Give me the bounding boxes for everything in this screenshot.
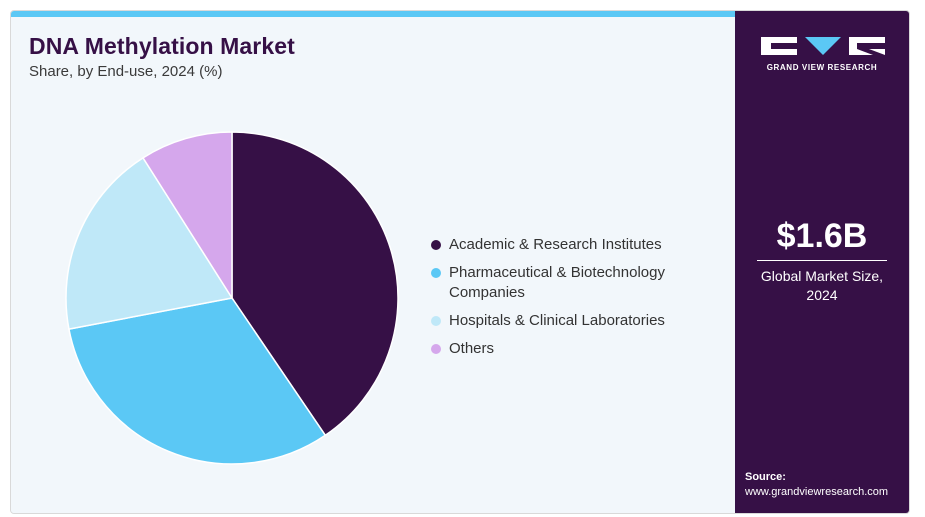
legend-swatch: [431, 268, 441, 278]
source-url: www.grandviewresearch.com: [745, 486, 889, 498]
legend-item: Hospitals & Clinical Laboratories: [431, 311, 731, 331]
legend-swatch: [431, 344, 441, 354]
source-label: Source:: [745, 471, 786, 483]
gvr-logo-icon: [761, 37, 885, 55]
legend-label: Others: [449, 340, 495, 357]
summary-panel: GRAND VIEW RESEARCH $1.6B Global Market …: [735, 11, 909, 513]
chart-title: DNA Methylation Market: [29, 33, 295, 59]
legend-item: Pharmaceutical & Biotechnology Companies: [431, 263, 731, 303]
market-size-label: Global Market Size, 2024: [760, 268, 884, 303]
pie-slice-2: [65, 156, 234, 330]
market-size-value: $1.6B: [776, 217, 868, 255]
infographic-card: DNA Methylation Market Share, by End-use…: [10, 10, 910, 514]
pie-slice-1: [68, 297, 327, 465]
pie-slice-0: [231, 131, 399, 437]
legend-label: Pharmaceutical & Biotechnology Companies: [449, 264, 665, 301]
divider: [757, 260, 887, 261]
legend-swatch: [431, 316, 441, 326]
logo-text: GRAND VIEW RESEARCH: [766, 63, 878, 72]
legend-label: Hospitals & Clinical Laboratories: [449, 312, 665, 329]
legend-item: Others: [431, 339, 731, 359]
chart-subtitle: Share, by End-use, 2024 (%): [29, 63, 223, 80]
legend-label: Academic & Research Institutes: [449, 236, 662, 253]
pie-slice-3: [142, 131, 233, 301]
accent-bar: [11, 11, 735, 17]
pie-chart: [65, 131, 399, 465]
legend-item: Academic & Research Institutes: [431, 235, 731, 255]
legend-swatch: [431, 240, 441, 250]
chart-legend: Academic & Research Institutes Pharmaceut…: [431, 235, 731, 367]
